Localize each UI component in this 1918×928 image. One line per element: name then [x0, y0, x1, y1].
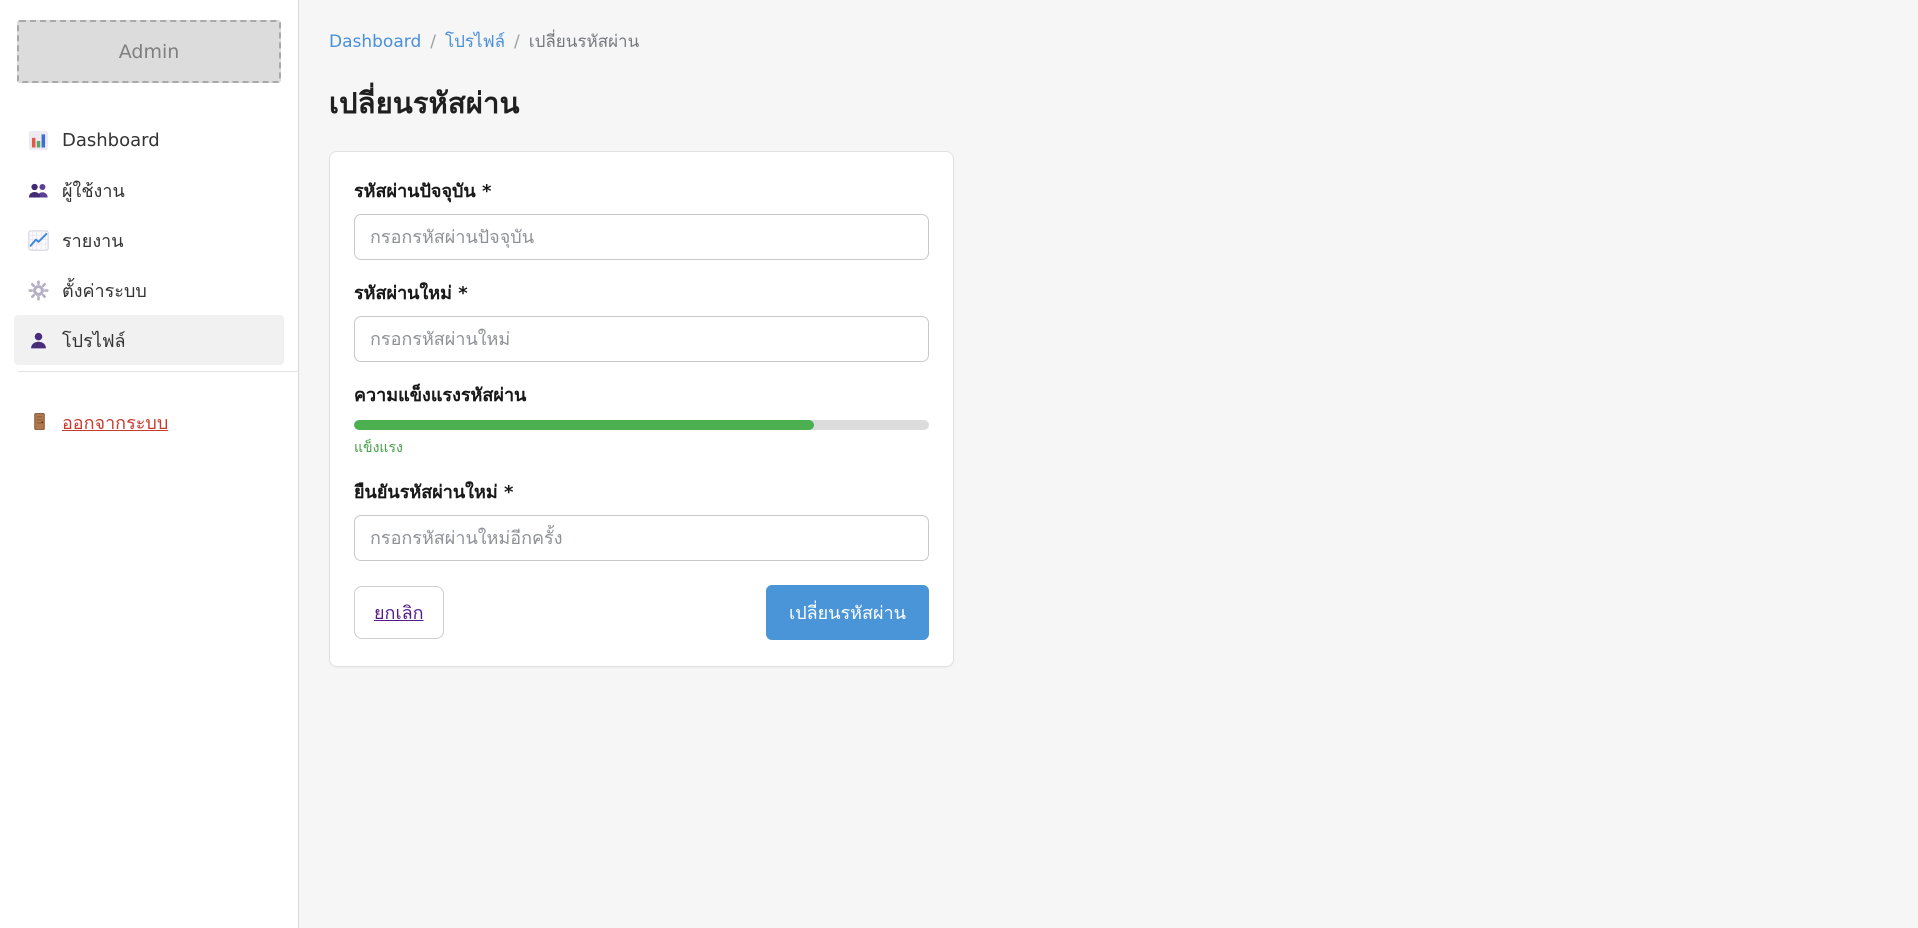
confirm-password-label: ยืนยันรหัสผ่านใหม่ *	[354, 482, 514, 503]
current-password-input[interactable]	[354, 214, 929, 260]
sidebar-divider	[18, 371, 298, 372]
sidebar-item-label: Dashboard	[62, 129, 160, 151]
password-strength-label: ความแข็งแรงรหัสผ่าน	[354, 385, 527, 406]
change-password-card: รหัสผ่านปัจจุบัน * รหัสผ่านใหม่ * ความแข…	[329, 151, 954, 667]
form-actions: ยกเลิก เปลี่ยนรหัสผ่าน	[354, 585, 929, 640]
confirm-password-input[interactable]	[354, 515, 929, 561]
gear-icon	[28, 279, 49, 301]
change-password-button[interactable]: เปลี่ยนรหัสผ่าน	[766, 585, 929, 640]
sidebar-item-profile[interactable]: โปรไฟล์	[14, 315, 284, 365]
sidebar: Admin Dashboard	[0, 0, 299, 928]
sidebar-item-label: ตั้งค่าระบบ	[62, 280, 147, 302]
logout-label: ออกจากระบบ	[62, 413, 169, 434]
sidebar-nav: Dashboard ผู้ใช้งาน	[0, 115, 298, 372]
new-password-field-group: รหัสผ่านใหม่ *	[354, 278, 929, 362]
cancel-button[interactable]: ยกเลิก	[354, 586, 444, 639]
new-password-input[interactable]	[354, 316, 929, 362]
door-icon	[30, 412, 51, 433]
page-title: เปลี่ยนรหัสผ่าน	[329, 86, 520, 120]
current-password-field-group: รหัสผ่านปัจจุบัน *	[354, 176, 929, 260]
line-chart-icon	[28, 229, 49, 251]
main-content: Dashboard / โปรไฟล์ / เปลี่ยนรหัสผ่าน เป…	[299, 0, 1918, 928]
admin-logo-text: Admin	[118, 40, 180, 63]
person-icon	[28, 330, 49, 351]
bar-chart-icon	[28, 130, 49, 151]
breadcrumb-current: เปลี่ยนรหัสผ่าน	[528, 32, 640, 52]
new-password-label: รหัสผ่านใหม่ *	[354, 283, 468, 304]
confirm-password-field-group: ยืนยันรหัสผ่านใหม่ *	[354, 477, 929, 561]
breadcrumb-separator: /	[430, 31, 436, 52]
admin-logo-box: Admin	[17, 20, 281, 83]
sidebar-item-reports[interactable]: รายงาน	[14, 215, 284, 265]
sidebar-item-label: ผู้ใช้งาน	[62, 180, 125, 202]
sidebar-item-settings[interactable]: ตั้งค่าระบบ	[14, 265, 284, 315]
password-strength-section: ความแข็งแรงรหัสผ่าน แข็งแรง	[354, 380, 929, 459]
strength-status-text: แข็งแรง	[354, 440, 403, 456]
logout-link[interactable]: ออกจากระบบ	[30, 408, 168, 437]
breadcrumb-link-dashboard[interactable]: Dashboard	[329, 31, 422, 52]
strength-bar-fill	[354, 420, 814, 430]
current-password-label: รหัสผ่านปัจจุบัน *	[354, 181, 492, 202]
sidebar-item-dashboard[interactable]: Dashboard	[14, 115, 284, 165]
strength-bar-track	[354, 420, 929, 430]
users-icon	[28, 180, 49, 201]
breadcrumb-link-profile[interactable]: โปรไฟล์	[444, 32, 506, 52]
breadcrumb: Dashboard / โปรไฟล์ / เปลี่ยนรหัสผ่าน	[329, 28, 1918, 55]
sidebar-item-users[interactable]: ผู้ใช้งาน	[14, 165, 284, 215]
sidebar-item-label: รายงาน	[62, 230, 124, 252]
sidebar-item-label: โปรไฟล์	[62, 330, 126, 352]
breadcrumb-separator: /	[514, 31, 520, 52]
